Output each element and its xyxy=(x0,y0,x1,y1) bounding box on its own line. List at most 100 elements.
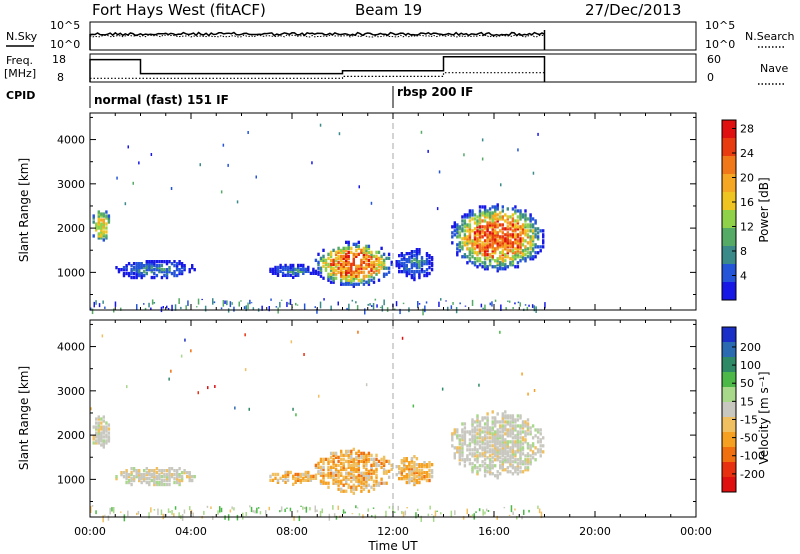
power-echo-cell xyxy=(468,215,472,219)
power-echo-cell xyxy=(140,273,143,278)
velocity-echo-cell xyxy=(486,444,489,448)
power-ground-scatter xyxy=(231,302,233,305)
power-echo-cell xyxy=(327,278,330,282)
beam-label: Beam 19 xyxy=(355,1,422,19)
power-echo-cell xyxy=(178,262,181,266)
power-echo-cell xyxy=(352,270,355,274)
velocity-echo-cell xyxy=(478,436,482,440)
power-echo-cell xyxy=(289,267,292,271)
power-colorbar-frame xyxy=(721,119,737,301)
velocity-echo-cell xyxy=(340,489,343,493)
velocity-echo-cell xyxy=(456,428,459,432)
velocity-echo-cell xyxy=(473,440,477,444)
power-echo-cell xyxy=(494,211,497,215)
velocity-echo-cell xyxy=(317,463,320,467)
velocity-echo-cell xyxy=(458,462,461,466)
velocity-echo-cell xyxy=(488,468,492,472)
velocity-echo-cell xyxy=(367,459,371,463)
velocity-echo-cell xyxy=(509,456,512,460)
power-echo-cell xyxy=(506,265,509,269)
power-echo-cell xyxy=(148,266,151,270)
power-echo-cell xyxy=(97,222,100,226)
power-echo-cell xyxy=(95,224,98,228)
power-ground-scatter xyxy=(171,304,173,312)
power-echo-cell xyxy=(463,243,467,247)
power-echo-cell xyxy=(410,264,414,268)
power-echo-cell xyxy=(408,268,411,272)
power-echo-cell xyxy=(370,268,373,272)
velocity-echo-cell xyxy=(362,471,366,475)
power-sparse-echo xyxy=(255,175,257,179)
velocity-echo-cell xyxy=(468,452,472,456)
power-echo-cell xyxy=(193,268,196,272)
power-echo-cell xyxy=(496,235,499,239)
velocity-echo-cell xyxy=(420,469,424,473)
velocity-ground-scatter xyxy=(95,510,97,515)
power-ground-scatter xyxy=(250,302,253,304)
velocity-echo-cell xyxy=(347,471,350,475)
velocity-echo-cell xyxy=(347,483,350,487)
velocity-echo-cell xyxy=(499,466,502,470)
velocity-echo-cell xyxy=(519,432,522,436)
power-echo-cell xyxy=(297,263,300,268)
velocity-echo-cell xyxy=(165,475,169,479)
velocity-echo-cell xyxy=(501,418,504,422)
velocity-echo-cell xyxy=(461,442,464,446)
power-echo-cell xyxy=(372,254,376,258)
velocity-ground-scatter xyxy=(289,507,292,512)
velocity-echo-cell xyxy=(342,457,345,461)
velocity-echo-cell xyxy=(499,434,502,438)
power-echo-cell xyxy=(514,235,517,239)
power-echo-cell xyxy=(337,266,340,270)
velocity-echo-cell xyxy=(408,461,411,465)
power-echo-cell xyxy=(342,282,345,286)
power-echo-cell xyxy=(345,276,348,280)
velocity-echo-cell xyxy=(473,466,477,470)
power-echo-cell xyxy=(350,270,353,274)
power-echo-cell xyxy=(413,254,416,258)
power-echo-cell xyxy=(312,269,315,273)
power-echo-cell xyxy=(377,258,381,262)
velocity-echo-cell xyxy=(132,478,136,483)
power-echo-cell xyxy=(516,233,520,237)
velocity-echo-cell xyxy=(418,477,421,481)
power-echo-cell xyxy=(340,278,343,282)
power-echo-cell xyxy=(413,277,416,282)
power-echo-cell xyxy=(456,247,459,251)
velocity-echo-cell xyxy=(496,440,499,444)
velocity-echo-cell xyxy=(398,477,401,481)
velocity-sparse-echo xyxy=(214,385,216,388)
velocity-echo-cell xyxy=(145,477,148,481)
power-echo-cell xyxy=(377,264,381,268)
power-echo-cell xyxy=(342,274,345,278)
velocity-echo-cell xyxy=(501,442,504,446)
velocity-ground-scatter xyxy=(286,507,288,509)
power-ground-scatter xyxy=(376,304,378,308)
power-echo-cell xyxy=(473,247,477,251)
velocity-echo-cell xyxy=(102,439,105,443)
power-echo-cell xyxy=(488,223,492,227)
power-echo-cell xyxy=(405,264,408,268)
velocity-echo-cell xyxy=(153,471,156,475)
velocity-echo-cell xyxy=(180,475,184,479)
power-echo-cell xyxy=(362,248,366,252)
power-echo-cell xyxy=(168,270,171,274)
power-echo-cell xyxy=(483,265,487,269)
velocity-echo-cell xyxy=(367,471,371,475)
power-echo-cell xyxy=(471,217,474,221)
velocity-echo-cell xyxy=(329,451,333,455)
velocity-echo-cell xyxy=(329,473,333,477)
velocity-echo-cell xyxy=(350,465,353,469)
power-ground-scatter xyxy=(286,301,288,308)
power-echo-cell xyxy=(519,259,522,263)
velocity-echo-cell xyxy=(491,428,494,432)
velocity-ground-scatter xyxy=(293,515,295,521)
velocity-echo-cell xyxy=(370,469,373,473)
velocity-echo-cell xyxy=(365,471,368,475)
velocity-echo-cell xyxy=(478,464,482,468)
power-echo-cell xyxy=(410,254,414,258)
velocity-echo-cell xyxy=(501,416,504,420)
velocity-echo-cell xyxy=(539,454,542,458)
velocity-echo-cell xyxy=(100,435,103,439)
velocity-echo-cell xyxy=(506,460,509,464)
